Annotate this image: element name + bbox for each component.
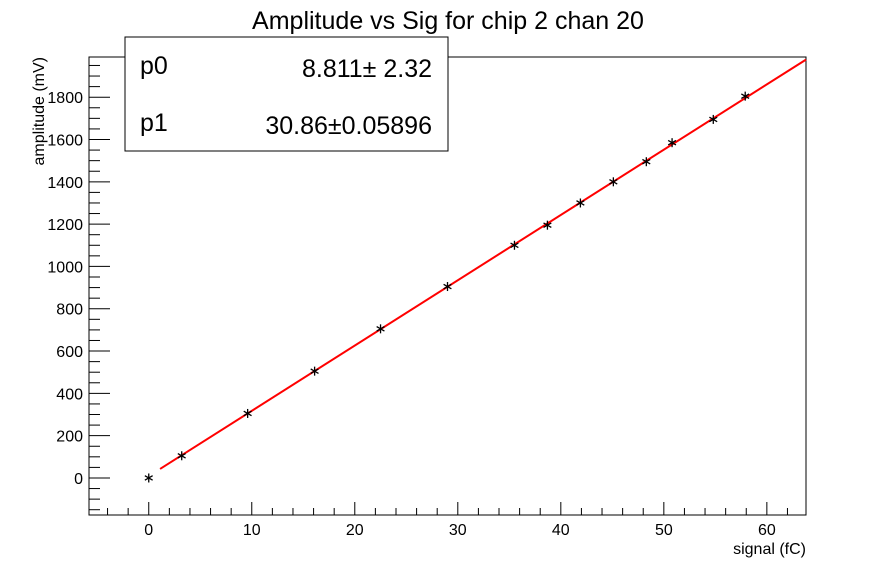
y-axis: 0 200 400 600 800 1000 1200 1400 1600 1800	[47, 64, 110, 511]
stats-p0-name: p0	[140, 52, 168, 80]
chart-title: Amplitude vs Sig for chip 2 chan 20	[252, 7, 644, 35]
x-axis-label: signal (fC)	[733, 541, 806, 558]
x-tick-label: 20	[346, 522, 364, 539]
x-tick-label: 30	[449, 522, 467, 539]
data-point	[510, 240, 519, 250]
y-tick-label: 400	[56, 386, 83, 403]
fit-line	[159, 58, 807, 470]
data-point	[709, 114, 718, 124]
data-point	[740, 91, 750, 101]
y-tick-label: 1200	[47, 217, 83, 234]
data-point	[576, 198, 585, 208]
data-point	[243, 408, 252, 418]
data-point	[177, 451, 186, 461]
x-tick-label: 40	[552, 522, 570, 539]
stats-p1-value: 30.86±0.05896	[265, 112, 432, 140]
stats-box-frame	[124, 36, 449, 152]
y-tick-label: 1400	[47, 175, 83, 192]
data-point	[609, 177, 618, 187]
x-tick-label: 10	[243, 522, 261, 539]
x-tick-label: 50	[655, 522, 673, 539]
y-tick-label: 0	[74, 471, 83, 488]
fit-stats-box: p0 8.811± 2.32 p1 30.86±0.05896	[124, 36, 449, 152]
data-point	[443, 282, 452, 292]
data-point	[642, 157, 651, 167]
data-points	[144, 91, 750, 483]
x-tick-label: 60	[758, 522, 776, 539]
y-tick-label: 1000	[47, 259, 83, 276]
y-axis-label: amplitude (mV)	[31, 57, 48, 165]
y-tick-label: 600	[56, 344, 83, 361]
data-point	[310, 366, 319, 376]
data-point	[543, 220, 552, 230]
x-axis: 0 10 20 30 40 50 60	[107, 502, 788, 539]
stats-p1-name: p1	[140, 109, 168, 137]
data-point	[376, 324, 385, 334]
stats-p0-value: 8.811± 2.32	[302, 55, 432, 83]
y-tick-label: 1800	[47, 90, 83, 107]
data-point	[144, 473, 153, 483]
y-tick-label: 1600	[47, 133, 83, 150]
x-tick-label: 0	[144, 522, 153, 539]
data-point	[667, 138, 677, 148]
y-tick-label: 200	[56, 429, 83, 446]
y-tick-label: 800	[56, 302, 83, 319]
